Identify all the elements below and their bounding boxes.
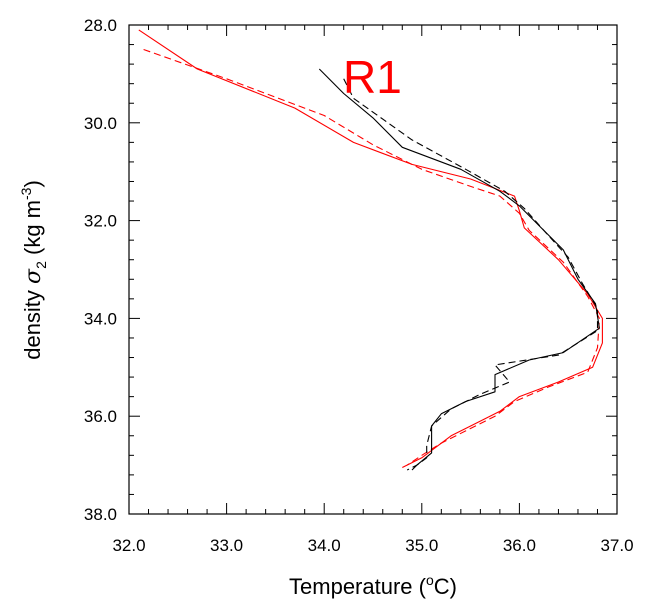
y-axis-title-unit-close: )	[20, 180, 45, 187]
series-layer	[138, 29, 603, 471]
x-tick-label: 35.0	[405, 536, 438, 555]
y-tick-label: 28.0	[84, 16, 117, 35]
series-line-red-dashed	[143, 48, 600, 466]
y-tick-label: 36.0	[84, 407, 117, 426]
x-axis-title-unit: C)	[434, 574, 457, 599]
x-axis-title-main: Temperature (	[289, 574, 427, 599]
x-axis-title-sup: o	[426, 572, 434, 588]
y-axis-title-sub: 2	[33, 261, 49, 269]
y-axis-title: density σ2 (kg m-3)	[18, 180, 49, 360]
x-axis-title: Temperature (oC)	[289, 572, 457, 599]
panel-label: R1	[343, 51, 402, 103]
x-tick-label: 33.0	[210, 536, 243, 555]
x-tick-label: 36.0	[503, 536, 536, 555]
y-axis-title-sup: -3	[18, 187, 34, 200]
x-tick-label: 37.0	[600, 536, 633, 555]
y-axis-title-main: density	[20, 284, 45, 360]
y-tick-label: 34.0	[84, 309, 117, 328]
y-axis-title-unit-open: (kg m	[20, 200, 45, 261]
x-tick-label: 32.0	[112, 536, 145, 555]
y-tick-label: 32.0	[84, 212, 117, 231]
series-line-black-dashed	[343, 78, 599, 471]
labels-layer: 32.0 33.0 34.0 35.0 36.0 37.0 28.0 30.0 32.0 34.0…	[84, 16, 634, 555]
y-axis-title-symbol: σ	[21, 268, 46, 284]
plot-frame	[128, 24, 618, 515]
y-tick-label: 30.0	[84, 114, 117, 133]
series-line-red-solid	[138, 29, 603, 468]
y-tick-label: 38.0	[84, 505, 117, 524]
series-line-black-solid	[318, 68, 600, 471]
x-tick-label: 34.0	[308, 536, 341, 555]
